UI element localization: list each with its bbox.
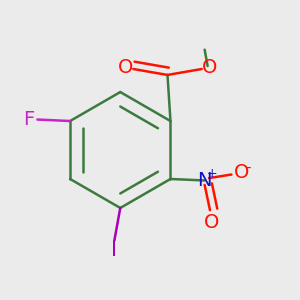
Text: I: I <box>111 240 117 260</box>
Text: -: - <box>246 160 251 175</box>
Text: F: F <box>23 110 35 129</box>
Text: O: O <box>204 213 219 232</box>
Text: N: N <box>197 171 212 190</box>
Text: O: O <box>118 58 134 77</box>
Text: O: O <box>201 58 217 77</box>
Text: O: O <box>234 163 250 182</box>
Text: +: + <box>207 167 218 179</box>
